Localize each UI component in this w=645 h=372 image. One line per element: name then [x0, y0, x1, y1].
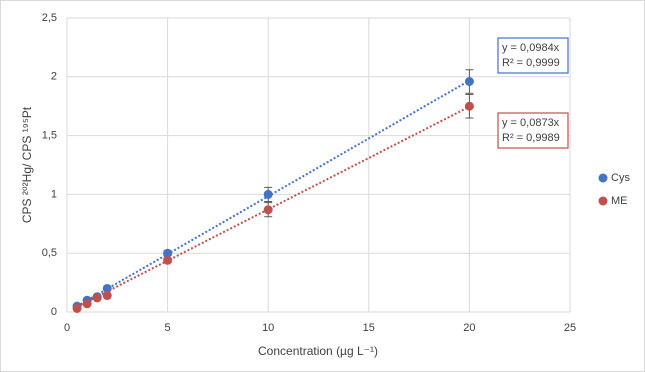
legend-label: Cys — [611, 172, 630, 184]
legend-marker — [598, 196, 608, 206]
legend-marker — [598, 173, 608, 183]
y-tick-label: 0,5 — [42, 247, 57, 259]
point — [464, 101, 474, 111]
y-tick-label: 2,5 — [42, 12, 57, 24]
point — [92, 293, 102, 303]
point — [263, 189, 273, 199]
y-axis-title: CPS ²⁰²Hg/ CPS ¹⁹⁵Pt — [20, 106, 34, 223]
x-tick-label: 20 — [463, 322, 475, 334]
point — [163, 255, 173, 265]
legend-label: ME — [611, 195, 628, 207]
trendline — [76, 79, 470, 308]
x-tick-label: 15 — [363, 322, 375, 334]
point — [163, 248, 173, 258]
x-tick-label: 25 — [564, 322, 576, 334]
trendline-r2: R² = 0,9999 — [502, 57, 560, 69]
trendline — [76, 105, 470, 308]
trendline-r2: R² = 0,9989 — [502, 132, 560, 144]
point — [82, 299, 92, 309]
trendline-equation: y = 0,0873x — [502, 117, 560, 129]
point — [72, 303, 82, 313]
x-tick-label: 5 — [165, 322, 171, 334]
y-tick-label: 1,5 — [42, 130, 57, 142]
x-tick-label: 0 — [64, 322, 70, 334]
equation-box — [497, 37, 569, 74]
y-tick-label: 1 — [51, 188, 57, 200]
point — [464, 77, 474, 87]
x-axis-title: Concentration (µg L⁻¹) — [258, 344, 378, 358]
x-tick-label: 10 — [262, 322, 274, 334]
equation-box — [497, 112, 569, 149]
trendline-equation: y = 0,0984x — [502, 42, 560, 54]
point — [102, 291, 112, 301]
y-tick-label: 0 — [51, 306, 57, 318]
y-tick-label: 2 — [51, 71, 57, 83]
point — [263, 205, 273, 215]
